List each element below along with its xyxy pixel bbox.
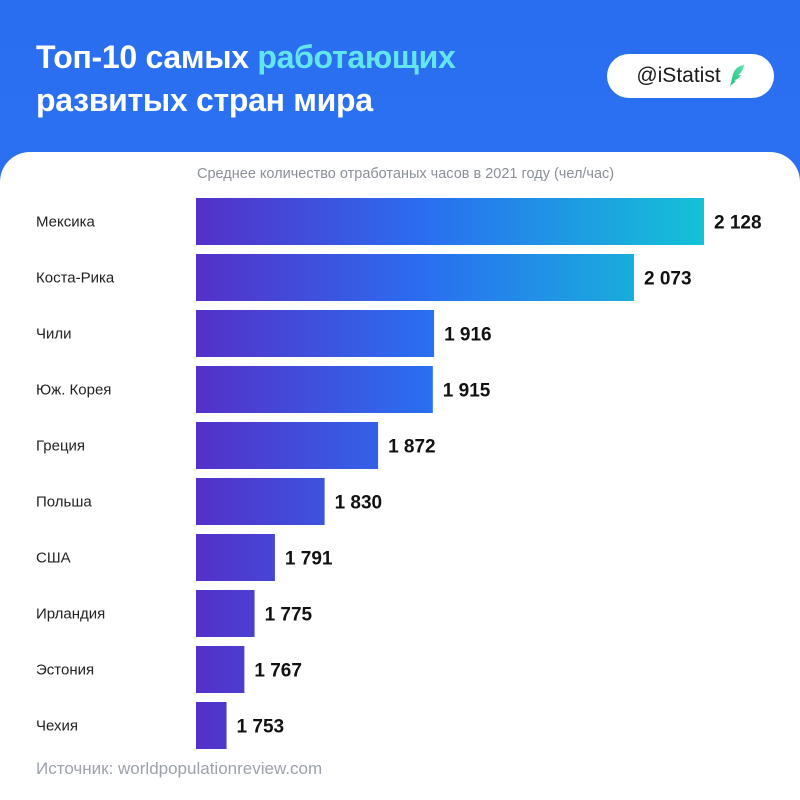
category-label: Чили	[36, 326, 72, 343]
category-label: Коста-Рика	[36, 270, 115, 287]
value-label: 1 872	[388, 437, 436, 458]
category-label: Мексика	[36, 214, 96, 231]
feather-logo-icon	[729, 65, 744, 87]
page-title: Топ-10 самых работающих развитых стран ми…	[36, 36, 456, 122]
bar	[196, 366, 433, 413]
category-label: Ирландия	[36, 606, 105, 623]
value-label: 1 791	[285, 549, 333, 570]
title-part1: Топ-10 самых	[36, 39, 258, 75]
title-line2: развитых стран мира	[36, 82, 373, 118]
category-label: Польша	[36, 494, 92, 511]
value-label: 2 073	[644, 269, 692, 290]
category-label: Греция	[36, 438, 85, 455]
bar	[196, 534, 275, 581]
value-label: 1 753	[237, 717, 285, 738]
value-label: 1 830	[335, 493, 383, 514]
category-label: Чехия	[36, 718, 78, 735]
brand-badge[interactable]: @iStatist	[607, 54, 774, 98]
value-label: 1 767	[254, 661, 302, 682]
chart-subtitle: Среднее количество отработаных часов в 2…	[197, 166, 615, 182]
brand-name: @iStatist	[636, 64, 721, 87]
title-accent-word: работающих	[257, 39, 456, 75]
value-label: 2 128	[714, 213, 762, 234]
source-note: Источник: worldpopulationreview.com	[36, 759, 323, 778]
bars-group: Мексика 2 128 Коста-Рика 2 073 Чили 1 916 Юж. …	[36, 198, 762, 749]
value-label: 1 915	[443, 381, 491, 402]
category-label: Эстония	[36, 662, 94, 679]
bar	[196, 310, 435, 357]
value-label: 1 775	[265, 605, 313, 626]
bar	[196, 198, 704, 245]
bar	[196, 478, 325, 525]
bar	[196, 702, 227, 749]
bar	[196, 646, 245, 693]
bar	[196, 590, 255, 637]
category-label: Юж. Корея	[36, 382, 111, 399]
bar	[196, 422, 379, 469]
category-label: США	[36, 550, 71, 567]
bar	[196, 254, 634, 301]
value-label: 1 916	[444, 325, 492, 346]
